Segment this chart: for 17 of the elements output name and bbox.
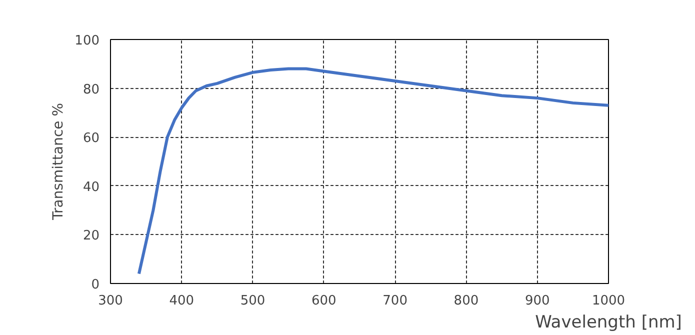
y-tick-label: 40: [82, 180, 100, 195]
y-tick-label: 0: [91, 278, 100, 292]
y-axis-title: Transmittance %: [50, 102, 67, 222]
x-tick-label: 600: [312, 294, 336, 308]
line-series: [137, 67, 608, 276]
y-tick-label: 100: [74, 34, 100, 48]
x-tick-label: 1000: [592, 294, 626, 308]
x-tick-label: 900: [524, 294, 550, 308]
x-tick-label: 700: [382, 294, 408, 308]
x-tick-label: 500: [240, 294, 266, 308]
y-tick-label: 60: [82, 131, 100, 146]
x-tick-label: 400: [169, 294, 194, 308]
x-axis-title: Wavelength [nm]: [535, 312, 682, 332]
x-tick-label: 800: [454, 294, 479, 308]
y-tick-label: 20: [82, 228, 100, 244]
x-tick-label: 300: [98, 294, 123, 308]
y-tick-label: 80: [82, 82, 100, 98]
